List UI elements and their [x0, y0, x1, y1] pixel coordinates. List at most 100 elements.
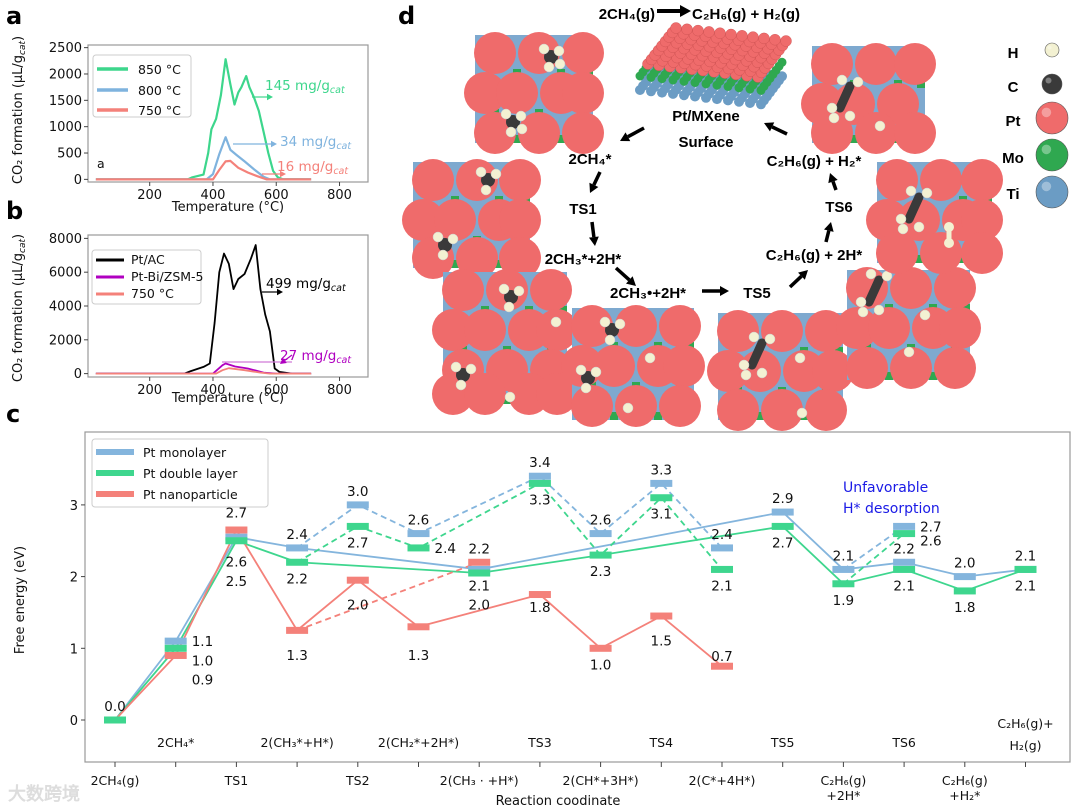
pt-atom	[518, 112, 560, 154]
annotation-145: 145 mg/gcat	[265, 78, 346, 96]
h-atom	[944, 222, 954, 232]
atom-sphere-h-icon	[1044, 42, 1060, 58]
data-label: 1.0	[192, 653, 213, 669]
pt-atom	[961, 199, 1003, 241]
pt-atom	[670, 22, 682, 34]
mo-atom	[557, 135, 565, 143]
pt-atom	[868, 307, 910, 349]
h-atom	[599, 316, 611, 328]
energy-level-pt-monolayer	[164, 637, 187, 645]
pt-atom	[615, 385, 657, 427]
pt-atom	[805, 310, 847, 352]
category-label: TS3	[527, 735, 552, 750]
panel-a-ylabel: CO₂ formation (μL/gcat)	[11, 36, 28, 184]
energy-level-pt-monolayer	[528, 472, 551, 480]
h-atom	[513, 285, 525, 297]
adsorption-snapshot	[402, 159, 541, 279]
pt-atom	[571, 305, 613, 347]
c-c-bond	[904, 192, 924, 224]
cycle-arrow-3-head-icon	[625, 276, 636, 286]
energy-level-pt-double-layer	[771, 522, 794, 530]
energy-level-pt-double-layer	[953, 587, 976, 595]
energy-level-pt-monolayer	[407, 530, 430, 538]
energy-level-pt-nanoparticle	[225, 526, 248, 534]
pt-atom	[855, 43, 897, 85]
pt-atom	[663, 345, 705, 387]
energy-level-pt-monolayer	[893, 558, 916, 566]
h-atom	[498, 283, 510, 295]
pt-atom	[811, 112, 853, 154]
energy-level-pt-double-layer	[589, 551, 612, 559]
sphere-highlight	[1045, 77, 1052, 84]
x-tick-label: 800	[327, 188, 352, 203]
h-atom	[503, 301, 515, 313]
pt-atom	[876, 232, 918, 274]
h-atom	[796, 407, 808, 419]
h-atom	[836, 74, 848, 86]
h-atom	[437, 249, 449, 261]
annotation-16: 16 mg/gcat	[277, 159, 349, 177]
cycle-arrow-1-shaft	[592, 171, 602, 186]
data-label: 2.1	[1015, 548, 1036, 564]
energy-level-pt-double-layer	[893, 565, 916, 573]
data-label: 1.8	[954, 600, 975, 616]
data-label: 2.2	[286, 571, 307, 587]
h-atom	[826, 102, 838, 114]
data-label: 3.3	[651, 462, 672, 478]
h-atom	[504, 391, 516, 403]
series-line-pt-ac	[95, 244, 312, 375]
h-atom	[944, 238, 954, 248]
annotation-27-arrow-head-icon	[280, 357, 287, 364]
c-c-bond	[835, 81, 855, 113]
pt-atom	[692, 24, 704, 37]
cycle-arrow-8-head-icon	[764, 122, 775, 132]
mo-atom	[495, 260, 503, 268]
pt-atom	[761, 310, 803, 352]
data-label: 3.0	[347, 484, 368, 500]
h-atom	[554, 58, 566, 70]
legend-label-750b: 750 °C	[131, 286, 174, 301]
data-label: 1.5	[651, 633, 672, 649]
pt-atom	[836, 307, 878, 349]
pt-atom	[402, 199, 444, 241]
data-label: 2.4	[711, 527, 732, 543]
annotation-34-arrow-head-icon	[271, 140, 277, 148]
energy-level-pt-monolayer	[346, 501, 369, 509]
data-label: 1.3	[286, 648, 307, 664]
x-tick-label: 600	[264, 188, 289, 203]
legend-label-double-layer: Pt double layer	[143, 466, 238, 481]
h-atom	[748, 331, 760, 343]
x-tick-label: 400	[201, 383, 226, 398]
energy-level-pt-double-layer	[832, 580, 855, 588]
y-tick-label: 0	[74, 367, 82, 382]
pt-atom	[866, 199, 908, 241]
pt-atom	[496, 72, 538, 114]
energy-level-pt-monolayer	[953, 573, 976, 581]
panel-a-chart: 200 400 600 800 0 500 1000 1500 2000 2500 Tempera…	[11, 36, 369, 215]
reaction-arrow-head-icon	[680, 4, 691, 18]
pt-atom	[961, 159, 1003, 201]
energy-level-pt-nanoparticle	[711, 662, 733, 670]
cycle-arrow-7-shaft	[831, 180, 838, 191]
h-atom	[919, 309, 931, 321]
cycle-arrow-1-head-icon	[589, 182, 599, 193]
reaction-title-left: 2CH₄(g)	[599, 6, 655, 23]
atom-legend-label-ti: Ti	[1006, 186, 1019, 203]
y-tick-label: 2000	[49, 67, 82, 82]
energy-level-pt-double-layer	[650, 494, 673, 502]
pt-atom	[736, 30, 748, 42]
pt-atom	[812, 350, 854, 392]
y-tick-label: 2	[70, 571, 78, 586]
center-label-line2: Surface	[678, 134, 733, 151]
energy-level-pt-double-layer	[286, 558, 309, 566]
ti-atom	[777, 71, 787, 82]
category-label: +H₂*	[949, 788, 980, 803]
h-atom	[432, 231, 444, 243]
annotation-499-arrow-head-icon	[277, 288, 283, 296]
h-atom	[897, 223, 909, 235]
energy-level-pt-double-layer	[225, 537, 248, 545]
h-atom	[604, 334, 616, 346]
adsorption-snapshot	[561, 305, 705, 427]
series-line-750-c	[95, 367, 312, 375]
